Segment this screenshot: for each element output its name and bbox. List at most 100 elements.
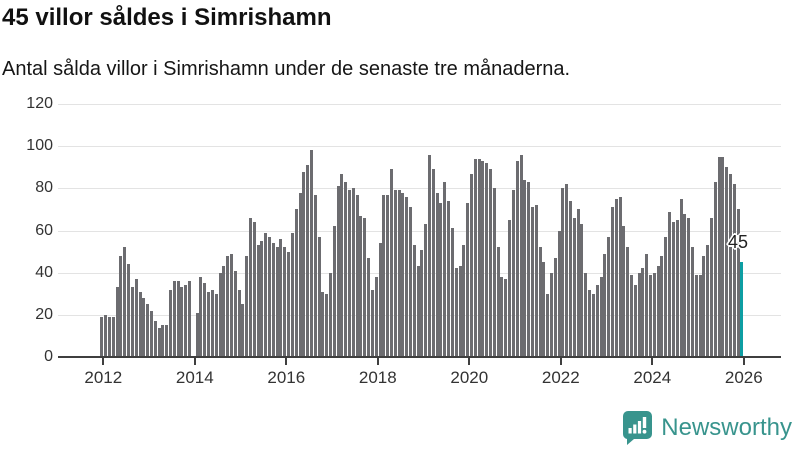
bar xyxy=(447,201,451,357)
bar xyxy=(660,255,664,357)
bar xyxy=(229,253,233,357)
chart-title: 45 villor såldes i Simrishamn xyxy=(2,4,332,31)
bar xyxy=(633,285,637,357)
bar xyxy=(466,203,470,357)
bar xyxy=(389,169,393,357)
bar xyxy=(729,173,733,357)
bar xyxy=(340,173,344,357)
bar xyxy=(146,304,150,357)
y-axis-tick-label: 0 xyxy=(44,348,53,365)
bar xyxy=(279,238,283,357)
y-axis-tick-label: 20 xyxy=(35,305,53,323)
bar xyxy=(671,222,675,357)
bar xyxy=(363,217,367,357)
bar xyxy=(717,156,721,357)
bar xyxy=(222,266,226,357)
bar xyxy=(629,274,633,357)
bar-chart-speech-bubble-icon xyxy=(623,411,653,445)
bar xyxy=(119,255,123,357)
gridline xyxy=(58,230,781,232)
bar xyxy=(260,241,264,357)
bar xyxy=(542,262,546,357)
bar xyxy=(306,165,310,357)
bar xyxy=(256,245,260,357)
bar xyxy=(359,215,363,357)
bar xyxy=(111,316,115,357)
bar xyxy=(500,276,504,357)
bar xyxy=(649,274,653,357)
bar xyxy=(401,192,405,357)
bar xyxy=(508,220,512,357)
chart-subtitle: Antal sålda villor i Simrishamn under de… xyxy=(2,58,571,80)
bar xyxy=(603,253,607,357)
bar xyxy=(504,279,508,357)
x-axis-tick xyxy=(742,358,745,365)
bar xyxy=(618,196,622,357)
bar xyxy=(127,264,131,357)
x-axis-tick-label: 2018 xyxy=(358,368,397,387)
x-axis-tick xyxy=(559,358,562,365)
bar xyxy=(565,184,569,357)
bar xyxy=(679,198,683,357)
bar xyxy=(214,293,218,358)
bar xyxy=(576,209,580,357)
bar xyxy=(580,224,584,357)
bar xyxy=(645,253,649,357)
bar xyxy=(668,211,672,357)
bar xyxy=(123,247,127,357)
bar xyxy=(515,160,519,357)
bar xyxy=(344,182,348,357)
x-axis-tick-label: 2026 xyxy=(724,368,763,387)
bar xyxy=(519,154,523,357)
bar xyxy=(698,274,702,357)
bar xyxy=(725,167,729,358)
bar xyxy=(473,158,477,357)
bar xyxy=(245,255,249,357)
bar xyxy=(572,217,576,357)
bar xyxy=(569,201,573,357)
y-axis-tick-label: 60 xyxy=(35,221,53,239)
bar xyxy=(157,327,161,357)
bar xyxy=(420,249,424,357)
x-axis-tick xyxy=(376,358,379,365)
bar xyxy=(264,232,268,357)
bar xyxy=(454,268,458,357)
bar xyxy=(138,291,142,357)
x-axis-tick-label: 2016 xyxy=(267,368,306,387)
bar xyxy=(184,285,188,357)
bar xyxy=(275,247,279,357)
bar xyxy=(431,169,435,357)
bar xyxy=(302,171,306,357)
bar xyxy=(614,198,618,357)
bar xyxy=(706,245,710,357)
bar xyxy=(626,247,630,357)
bar xyxy=(458,266,462,357)
bar xyxy=(538,247,542,357)
x-axis-tick xyxy=(651,358,654,365)
bar xyxy=(416,266,420,357)
bar xyxy=(511,190,515,357)
bar xyxy=(226,255,230,357)
bar xyxy=(641,268,645,357)
x-axis-tick-label: 2022 xyxy=(541,368,580,387)
bar xyxy=(409,207,412,357)
bar xyxy=(108,316,112,357)
bar xyxy=(195,312,199,357)
bar xyxy=(168,289,172,357)
bar xyxy=(283,247,287,357)
bar xyxy=(290,232,294,357)
bar xyxy=(100,316,104,357)
newsworthy-logo: Newsworthy xyxy=(622,410,792,446)
bar xyxy=(298,192,302,357)
bar xyxy=(534,205,538,357)
bar xyxy=(443,182,447,357)
x-axis-tick xyxy=(468,358,471,365)
bar xyxy=(172,281,176,357)
bar xyxy=(142,298,146,357)
bar xyxy=(462,245,466,357)
bar xyxy=(435,192,439,357)
bar xyxy=(607,236,611,357)
bar xyxy=(424,224,428,357)
x-axis-tick-label: 2014 xyxy=(175,368,214,387)
